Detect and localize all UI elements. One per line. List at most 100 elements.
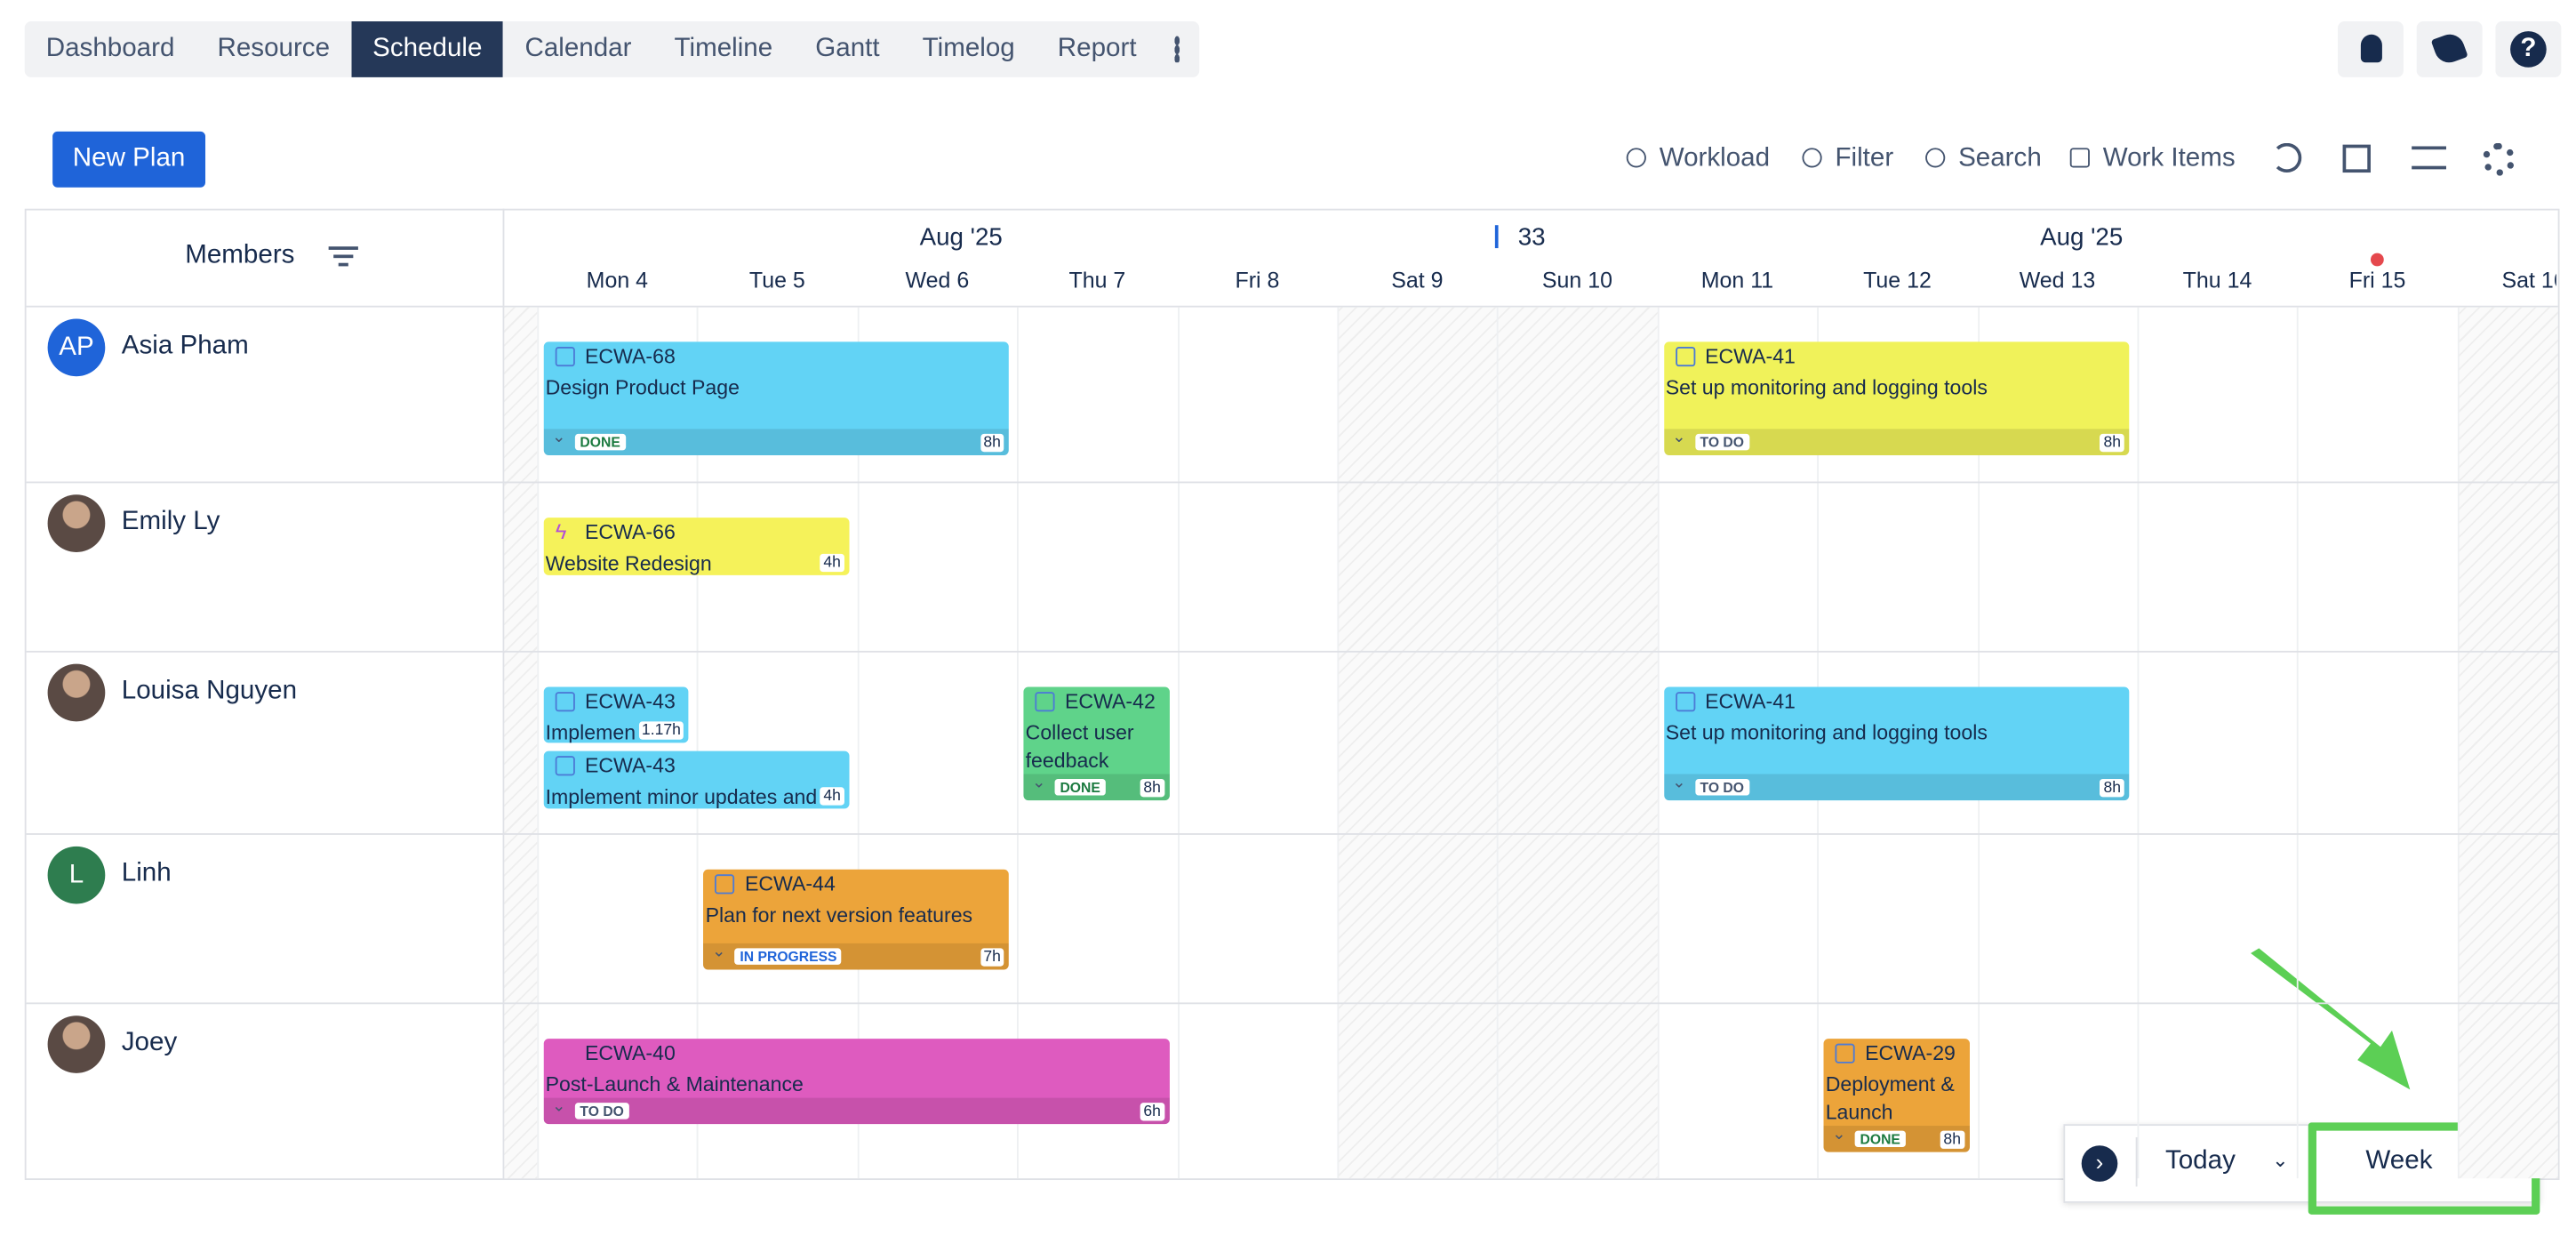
tool-icon[interactable] [1802,148,1822,168]
tab-bar [24,21,1200,77]
checkbox-icon [1835,1043,1855,1063]
hours-badge: 6h [1140,1103,1164,1121]
status-chevron: ⌄ [551,429,566,447]
gear-icon[interactable] [2482,142,2516,176]
status-chevron: ⌄ [551,1097,566,1116]
tool-icon[interactable] [2069,148,2090,168]
week-button[interactable]: Week [2365,1147,2433,1176]
day-line [2137,307,2140,1179]
status-label: DONE [1054,779,1106,796]
nav-tab[interactable]: Gantt [815,34,880,63]
day-label: Tue 12 [1863,268,1932,293]
nav-tab[interactable]: Timelog [922,34,1015,63]
day-line [1337,307,1340,1179]
day-label: Sat 16 [2501,268,2556,293]
hours-badge: 8h [2100,433,2124,453]
task-card[interactable]: ECWA-41 Set up monitoring and logging too… [1663,686,2130,801]
nav-tab[interactable]: Report [1057,34,1137,63]
day-line [1497,307,1500,1179]
status-chevron: ⌄ [1672,429,1686,447]
task-card[interactable]: ϟ ECWA-66 Website Redesign 4h [543,518,850,575]
bolt-icon: ϟ [555,519,567,544]
checkbox-icon [1675,346,1695,367]
day-line [857,307,860,1179]
checkbox-icon [555,346,575,367]
task-card[interactable]: ECWA-42 Collect user feedback ⌄ DONE 8h [1023,686,1170,801]
nav-tab[interactable]: Timeline [674,34,773,63]
tool-button[interactable]: Filter [1835,144,1894,173]
hours-badge: 8h [1940,1130,1964,1149]
members-header: Members [185,241,295,270]
bulb-icon [2360,34,2382,63]
status-label: TO DO [574,1103,629,1120]
day-line [1017,307,1020,1179]
new-plan-button[interactable]: New Plan [52,131,206,188]
day-label: Wed 13 [2019,268,2096,293]
member-name: Emily Ly [121,508,220,536]
task-title: Implemen [545,721,636,743]
status-bar: ⌄ TO DO [543,1097,1170,1125]
task-title: Set up monitoring and logging tools [1665,721,1988,745]
task-card[interactable]: ECWA-43 Implemen 1.17h [543,686,690,743]
nav-tab[interactable]: Resource [217,34,331,63]
tool-button[interactable]: Search [1958,144,2042,173]
task-key: ECWA-41 [1705,690,1796,714]
task-card[interactable]: ECWA-43 Implement minor updates and 4h [543,750,850,809]
day-line [1657,307,1660,1179]
nav-tab[interactable]: Calendar [524,34,632,63]
help-icon: ? [2510,31,2547,68]
day-line [1177,307,1180,1179]
task-key: ECWA-43 [584,754,676,778]
avatar: AP [47,318,106,377]
avatar [47,494,106,552]
day-label: Thu 7 [1068,268,1126,293]
hours-badge: 8h [980,433,1004,453]
task-card[interactable]: ECWA-40 Post-Launch & Maintenance ⌄ TO DO 6h [543,1039,1170,1125]
day-label: Fri 15 [2348,268,2406,293]
day-label: Mon 4 [586,268,649,293]
day-line [697,307,700,1179]
grid-divider [502,208,505,1181]
status-label: DONE [574,433,626,451]
tool-button[interactable]: Workload [1659,144,1771,173]
nav-tab[interactable]: Dashboard [45,34,175,63]
today-button[interactable]: Today [2164,1147,2236,1176]
task-title: Plan for next version features [705,903,973,927]
task-card[interactable]: ECWA-44 Plan for next version features ⌄ IN… [703,869,1010,970]
status-chevron: ⌄ [1672,774,1686,792]
checkbox-icon [555,692,575,712]
avatar [47,1015,106,1073]
task-key: ECWA-40 [584,1041,676,1065]
more-icon[interactable] [1174,36,1180,63]
refresh-icon[interactable] [2272,142,2302,173]
sort-icon-low [338,262,348,267]
today-dot [2370,253,2384,267]
task-card[interactable]: ECWA-41 Set up monitoring and logging too… [1663,341,2130,455]
task-title: Implement minor updates and [545,785,818,809]
status-chevron: ⌄ [711,943,726,962]
tool-button[interactable]: Work Items [2102,144,2236,173]
day-line [2457,307,2460,1179]
tool-icon[interactable] [1925,148,1946,168]
member-name: Linh [121,859,172,888]
month-label: Aug '25 [2040,223,2124,252]
task-key: ECWA-43 [584,690,676,714]
next-button[interactable]: › [2081,1145,2118,1182]
sort-icon-mid [333,254,354,259]
task-title: Design Product Page [545,376,740,400]
hours-badge: 1.17h [638,721,684,740]
task-card[interactable]: ECWA-68 Design Product Page ⌄ DONE 8h [543,341,1010,455]
fullscreen-icon[interactable] [2342,144,2371,173]
status-chevron: ⌄ [1832,1126,1846,1144]
settings-sliders-icon[interactable] [2412,146,2446,170]
task-card[interactable]: ECWA-29 Deployment & Launch ⌄ DONE 8h [1823,1039,1970,1152]
tool-icon[interactable] [1626,148,1646,168]
avatar [47,663,106,722]
pointer-arrow [2251,948,2411,1090]
status-label: TO DO [1694,433,1749,451]
day-label: Mon 11 [1700,268,1774,293]
sort-icon[interactable] [328,246,358,250]
nav-tab[interactable]: Schedule [351,21,504,77]
today-caret[interactable]: ⌄ [2272,1148,2289,1172]
